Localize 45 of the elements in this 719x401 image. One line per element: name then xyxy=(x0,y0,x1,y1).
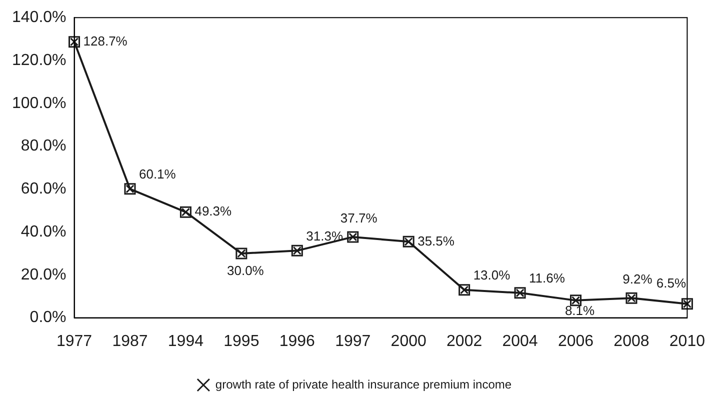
x-tick-label: 2008 xyxy=(614,332,650,350)
x-tick-label: 1995 xyxy=(224,332,260,350)
x-tick-label: 2004 xyxy=(502,332,538,350)
text: 30.0% xyxy=(226,263,264,278)
point xyxy=(681,298,693,310)
text: 9.2% xyxy=(622,272,652,287)
y-tick-label: 20.0% xyxy=(20,266,66,284)
point xyxy=(180,206,192,218)
x-tick-label: 2006 xyxy=(558,332,594,350)
text: 13.0% xyxy=(473,268,510,282)
x-tick-label: 1987 xyxy=(112,332,148,350)
point xyxy=(291,244,303,256)
point xyxy=(68,36,80,48)
point xyxy=(124,183,136,195)
text: 128.7% xyxy=(83,33,128,48)
x-tick-label: 2010 xyxy=(669,332,706,350)
y-tick-label: 40.0% xyxy=(20,223,66,240)
x-tick-label: 1997 xyxy=(335,332,371,350)
point xyxy=(570,294,582,306)
y-tick-label: 140.0% xyxy=(12,9,66,26)
x-tick-label: 2000 xyxy=(390,332,426,350)
text: 60.1% xyxy=(138,166,176,182)
y-tick-label: 80.0% xyxy=(20,138,66,155)
text: 49.3% xyxy=(194,204,232,219)
point xyxy=(626,292,638,304)
x-tick-label: 1977 xyxy=(56,332,92,350)
x-tick-label: 1994 xyxy=(168,332,204,350)
text: 6.5% xyxy=(656,275,686,290)
y-tick-label: 0.0% xyxy=(30,309,66,326)
y-tick-label: 100.0% xyxy=(12,94,66,112)
point xyxy=(514,287,526,299)
legend-label: growth rate of private health insurance premium income xyxy=(215,377,512,392)
x-tick-label: 1996 xyxy=(279,332,316,350)
text: 35.5% xyxy=(418,233,454,248)
text: 37.7% xyxy=(340,210,378,226)
x-tick-label: 2002 xyxy=(446,332,482,350)
point xyxy=(347,231,359,243)
point xyxy=(458,284,470,296)
text: 31.3% xyxy=(306,228,344,244)
y-tick-label: 120.0% xyxy=(12,52,66,69)
text: 8.1% xyxy=(564,303,595,318)
text: 11.6% xyxy=(529,270,565,286)
y-tick-label: 60.0% xyxy=(20,180,66,198)
point xyxy=(236,248,248,260)
point xyxy=(402,236,414,248)
